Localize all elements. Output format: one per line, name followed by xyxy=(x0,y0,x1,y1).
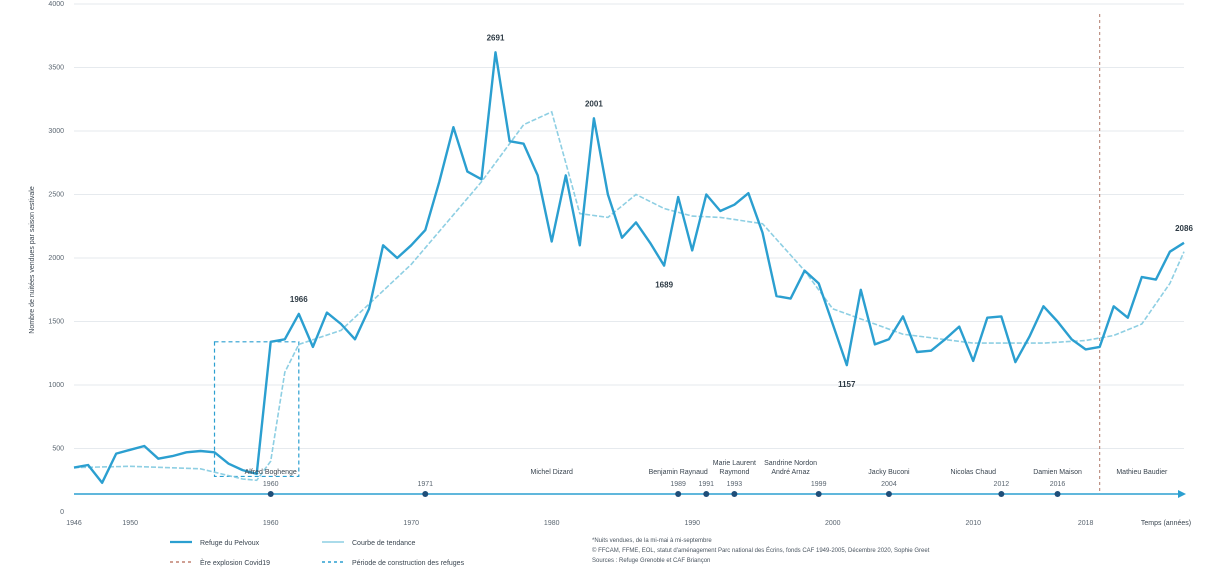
timeline-marker xyxy=(703,491,710,497)
timeline-marker xyxy=(422,491,429,497)
timeline: 1960 Alfred Boghenge 1971 Michel Dizard 1989… xyxy=(74,460,1186,498)
timeline-year: 1989 xyxy=(670,481,686,488)
y-tick-labels: 0 500 1000 1500 2000 2500 3000 3500 4000 xyxy=(48,1,64,516)
y-tick-label: 3500 xyxy=(48,65,64,72)
timeline-person: Marie Laurent xyxy=(713,460,756,467)
peak-labels: 1966 2691 2001 1689 1157 2086 xyxy=(290,33,1194,389)
timeline-marker xyxy=(731,491,738,497)
timeline-person: Benjamin Raynaud xyxy=(649,469,708,476)
timeline-year: 1999 xyxy=(811,481,827,488)
timeline-person: Jacky Buconi xyxy=(868,469,910,476)
peak-label: 2001 xyxy=(585,99,603,108)
construction-period-box xyxy=(213,341,300,478)
x-tick-label: 2018 xyxy=(1078,520,1094,527)
x-tick-label: 1980 xyxy=(544,520,560,527)
timeline-year: 1971 xyxy=(417,481,433,488)
source-note: © FFCAM, FFME, EOL, statut d'aménagement… xyxy=(592,547,930,554)
legend: Refuge du Pelvoux Courbe de tendance Ère e… xyxy=(170,540,465,567)
y-axis-label: Nombre de nuitées vendues par saison est… xyxy=(29,186,36,334)
peak-label: 2086 xyxy=(1175,224,1193,233)
timeline-person: Alfred Boghenge xyxy=(245,469,297,476)
x-tick-label: 1990 xyxy=(684,520,700,527)
data-series xyxy=(73,51,1185,484)
peak-label: 1689 xyxy=(655,281,673,290)
timeline-person: Raymond xyxy=(719,469,749,476)
timeline-person: Damien Maison xyxy=(1033,469,1082,476)
peak-label: 1966 xyxy=(290,295,308,304)
y-tick-label: 2000 xyxy=(48,255,64,262)
trend-line xyxy=(73,110,1185,482)
legend-label: Refuge du Pelvoux xyxy=(200,540,260,547)
timeline-person: Sandrine Nordon xyxy=(764,460,817,467)
timeline-year: 1991 xyxy=(698,481,714,488)
timeline-year: 2012 xyxy=(994,481,1010,488)
timeline-year: 2004 xyxy=(881,481,897,488)
x-axis-label: Temps (années) xyxy=(1141,520,1191,527)
y-tick-label: 3000 xyxy=(48,128,64,135)
peak-label: 2691 xyxy=(487,33,505,42)
legend-label: Période de construction des refuges xyxy=(352,560,465,567)
legend-label: Courbe de tendance xyxy=(352,540,416,547)
y-tick-label: 0 xyxy=(60,509,64,516)
source-note: *Nuits vendues, de la mi-mai à mi-septem… xyxy=(592,538,712,544)
x-tick-label: 2010 xyxy=(965,520,981,527)
timeline-year: 2016 xyxy=(1050,481,1066,488)
x-tick-label: 1960 xyxy=(263,520,279,527)
x-tick-label: 1950 xyxy=(122,520,138,527)
y-tick-label: 4000 xyxy=(48,1,64,8)
x-tick-label: 1970 xyxy=(403,520,419,527)
peak-label: 1157 xyxy=(838,380,856,389)
timeline-marker xyxy=(998,491,1005,497)
timeline-person: Mathieu Baudier xyxy=(1116,469,1168,476)
source-notes: *Nuits vendues, de la mi-mai à mi-septem… xyxy=(592,538,930,564)
timeline-person: André Arnaz xyxy=(771,469,810,476)
timeline-marker xyxy=(1054,491,1061,497)
timeline-person: Michel Dizard xyxy=(531,469,574,476)
y-tick-label: 500 xyxy=(52,446,64,453)
legend-label: Ère explosion Covid19 xyxy=(200,558,270,567)
source-note: Sources : Refuge Grenoble et CAF Brianço… xyxy=(592,558,710,564)
timeline-person: Nicolas Chaud xyxy=(950,469,996,476)
timeline-marker xyxy=(675,491,682,497)
timeline-year: 1993 xyxy=(727,481,743,488)
refuge-pelvoux-line xyxy=(73,51,1185,484)
y-tick-label: 1500 xyxy=(48,319,64,326)
timeline-marker xyxy=(885,491,892,497)
x-tick-label: 1946 xyxy=(66,520,82,527)
timeline-year: 1960 xyxy=(263,481,279,488)
construction-period-rect xyxy=(213,341,300,478)
x-tick-label: 2000 xyxy=(825,520,841,527)
y-tick-label: 1000 xyxy=(48,382,64,389)
timeline-arrow xyxy=(1178,490,1186,498)
grid-lines xyxy=(74,3,1184,449)
x-tick-labels: 1946 1950 1960 1970 1980 1990 2000 2010 2018 xyxy=(66,520,1093,527)
y-tick-label: 2500 xyxy=(48,192,64,199)
timeline-marker xyxy=(815,491,822,497)
timeline-marker xyxy=(267,491,274,497)
